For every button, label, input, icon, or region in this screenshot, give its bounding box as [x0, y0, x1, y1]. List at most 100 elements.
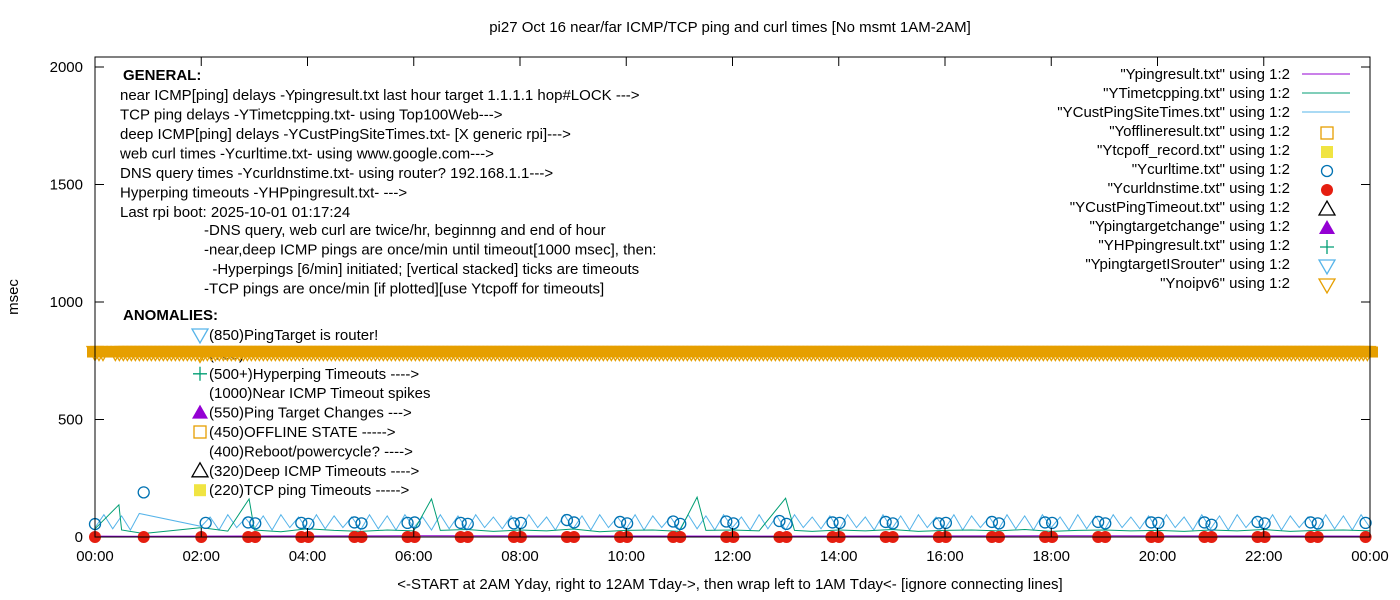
curl-point — [932, 517, 945, 530]
legend-symbol — [1320, 126, 1334, 140]
curl-point — [1304, 516, 1317, 529]
curl-point — [199, 516, 212, 530]
anomaly-text: (450)OFFLINE STATE -----> — [209, 424, 396, 441]
general-line: DNS query times -Ycurldnstime.txt- using… — [120, 165, 553, 182]
y-tick-label: 1500 — [50, 177, 83, 194]
curl-point — [408, 516, 421, 529]
curl-point — [674, 517, 687, 530]
x-tick-label: 08:00 — [501, 548, 539, 565]
curl-point — [1205, 518, 1218, 531]
curl-point — [720, 515, 733, 528]
y-tick-label: 0 — [75, 529, 83, 546]
curl-point — [1045, 516, 1059, 530]
curl-point — [1198, 516, 1211, 529]
legend-label: "YCustPingSiteTimes.txt" using 1:2 — [1057, 104, 1290, 121]
x-tick-label: 16:00 — [926, 548, 964, 565]
curl-point — [1311, 517, 1324, 530]
x-tick-label: 00:00 — [1351, 548, 1389, 565]
curl-point — [1152, 516, 1165, 530]
annotations: GENERAL: near ICMP[ping] delays -Ypingres… — [119, 67, 656, 499]
legend: "Ypingresult.txt" using 1:2 "YTimetcpping… — [1057, 66, 1350, 295]
chart-title: pi27 Oct 16 near/far ICMP/TCP ping and c… — [489, 19, 971, 36]
general-heading: GENERAL: — [123, 67, 201, 84]
curl-point — [727, 517, 740, 530]
curl-point — [1258, 517, 1271, 530]
x-tick-label: 18:00 — [1032, 548, 1070, 565]
curl-point — [985, 515, 999, 529]
curl-point — [355, 517, 368, 530]
axes: 0 500 1000 1500 2000 00:00 02:00 04:00 06:00 08:0… — [50, 56, 1389, 565]
legend-label: "YTimetcpping.txt" using 1:2 — [1103, 85, 1290, 102]
x-tick-label: 06:00 — [395, 548, 433, 565]
anomaly-text: (500+)Hyperping Timeouts ----> — [209, 366, 419, 383]
curl-point — [1145, 516, 1158, 529]
legend-label: "YHPpingresult.txt" using 1:2 — [1098, 237, 1290, 254]
legend-label: "Ypingtargetchange" using 1:2 — [1089, 218, 1290, 235]
legend-symbol — [1317, 199, 1337, 216]
curl-point — [620, 517, 634, 530]
curl-point — [454, 516, 467, 530]
note-line: -near,deep ICMP pings are once/min until… — [204, 242, 656, 259]
anomaly-symbol — [190, 461, 210, 478]
curl-point — [249, 517, 262, 530]
x-tick-label: 20:00 — [1139, 548, 1177, 565]
curl-point — [1092, 515, 1105, 529]
curl-point — [461, 517, 474, 530]
x-tick-label: 00:00 — [76, 548, 114, 565]
curl-point — [773, 514, 786, 528]
series-layer — [88, 486, 1372, 543]
x-tick-label: 04:00 — [289, 548, 327, 565]
curl-point — [137, 486, 150, 499]
curl-point — [295, 516, 308, 530]
note-line: -TCP pings are once/min [if plotted][use… — [204, 281, 604, 298]
general-line: near ICMP[ping] delays -Ypingresult.txt … — [120, 87, 640, 104]
y-tick-label: 2000 — [50, 59, 83, 76]
noipv6-band-segment — [107, 346, 1378, 358]
curl-point — [826, 516, 839, 529]
curl-point — [1359, 516, 1372, 530]
curl-point — [567, 516, 581, 529]
curl-point — [879, 515, 892, 529]
curl-point — [348, 516, 361, 529]
legend-symbol — [1317, 278, 1337, 295]
note-line: -DNS query, web curl are twice/hr, begin… — [204, 222, 606, 239]
general-line: web curl times -Ycurltime.txt- using www… — [119, 146, 494, 163]
curl-point — [667, 515, 680, 528]
anomaly-symbol — [192, 404, 208, 419]
curl-point — [886, 517, 899, 530]
legend-symbol — [1319, 220, 1335, 234]
curl-point — [507, 517, 520, 530]
x-tick-label: 22:00 — [1245, 548, 1283, 565]
legend-label: "Ycurldnstime.txt" using 1:2 — [1108, 180, 1290, 197]
legend-symbol — [1321, 184, 1333, 196]
general-line: deep ICMP[ping] delays -YCustPingSiteTim… — [120, 126, 571, 143]
anomaly-symbol — [193, 366, 207, 381]
curl-point — [560, 513, 574, 527]
anomaly-text: (850)PingTarget is router! — [209, 327, 378, 344]
legend-label: "Ynoipv6" using 1:2 — [1160, 275, 1290, 292]
custping-line — [94, 512, 1371, 531]
y-tick-label: 500 — [58, 412, 83, 429]
anomalies-heading: ANOMALIES: — [123, 307, 218, 324]
anomaly-symbol — [190, 328, 210, 345]
curl-point — [780, 517, 793, 530]
x-tick-label: 02:00 — [182, 548, 220, 565]
y-axis-label: msec — [5, 279, 22, 315]
general-line: TCP ping delays -YTimetcpping.txt- using… — [120, 107, 503, 124]
noipv6-band-segment — [87, 346, 115, 358]
curl-point — [833, 516, 846, 530]
legend-symbol — [1317, 259, 1337, 276]
legend-symbol — [1320, 164, 1334, 178]
general-line: Last rpi boot: 2025-10-01 01:17:24 — [120, 204, 350, 221]
general-line: Hyperping timeouts -YHPpingresult.txt- -… — [120, 185, 407, 202]
legend-symbol — [1321, 146, 1333, 158]
x-tick-label: 12:00 — [714, 548, 752, 565]
note-line: -Hyperpings [6/min] initiated; [vertical… — [204, 261, 639, 278]
anomaly-text: (400)Reboot/powercycle? ----> — [209, 443, 413, 460]
legend-label: "YpingtargetISrouter" using 1:2 — [1085, 256, 1290, 273]
curl-point — [992, 517, 1006, 530]
x-axis-label: <-START at 2AM Yday, right to 12AM Tday-… — [397, 576, 1062, 593]
tcpping-line — [94, 495, 1371, 535]
y-tick-label: 1000 — [50, 294, 83, 311]
